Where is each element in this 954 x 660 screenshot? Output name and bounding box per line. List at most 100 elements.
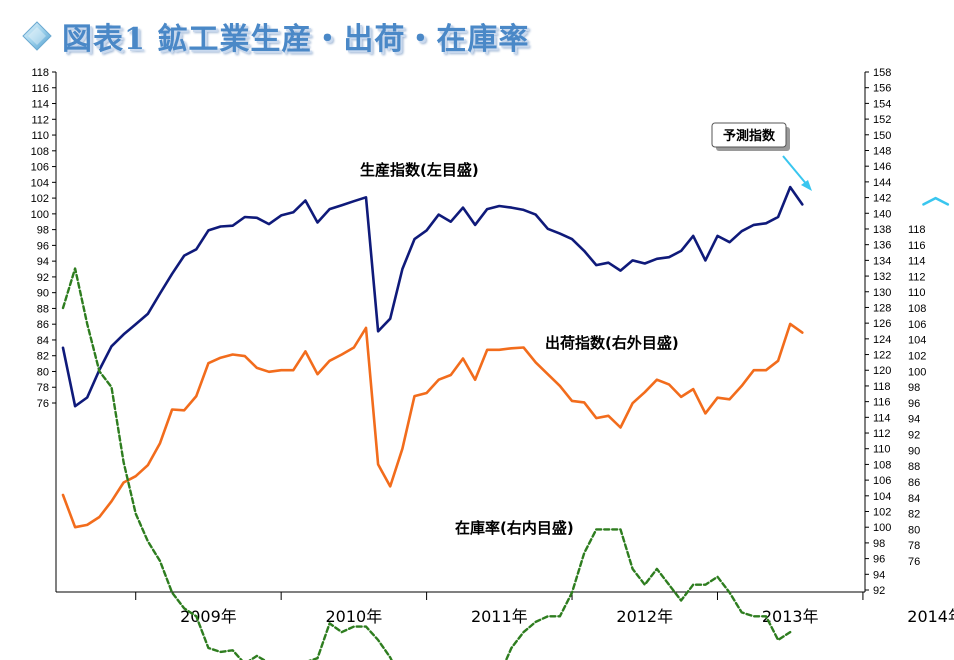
right-outer-tick-label: 104	[873, 491, 891, 503]
x-tick-label: 2010年	[326, 607, 383, 626]
right-outer-tick-label: 122	[873, 350, 891, 362]
left-tick-label: 106	[31, 162, 49, 174]
right-inner-tick-label: 102	[908, 350, 926, 362]
right-inner-tick-label: 90	[908, 445, 920, 457]
left-tick-label: 98	[37, 225, 49, 237]
left-tick-label: 78	[37, 382, 49, 394]
right-outer-tick-label: 150	[873, 130, 891, 142]
left-tick-label: 118	[31, 67, 49, 79]
right-outer-tick-label: 112	[873, 428, 891, 440]
right-outer-tick-label: 144	[873, 177, 891, 189]
left-tick-label: 76	[37, 398, 49, 410]
x-tick-label: 2014年	[907, 607, 954, 626]
right-outer-tick-label: 130	[873, 287, 891, 299]
forecast-callout-arrow	[782, 155, 809, 187]
right-outer-tick-label: 94	[873, 569, 885, 581]
right-inner-tick-label: 78	[908, 540, 920, 552]
right-inner-tick-label: 112	[908, 271, 926, 283]
right-inner-tick-label: 84	[908, 493, 920, 505]
left-tick-label: 108	[31, 146, 49, 158]
left-tick-label: 114	[31, 99, 49, 111]
right-outer-tick-label: 156	[873, 83, 891, 95]
right-outer-tick-label: 118	[873, 381, 891, 393]
production-series-line	[61, 185, 804, 408]
right-inner-tick-label: 82	[908, 509, 920, 521]
right-outer-tick-label: 148	[873, 145, 891, 157]
right-outer-tick-label: 100	[873, 522, 891, 534]
right-inner-tick-label: 108	[908, 303, 926, 315]
right-inner-tick-label: 118	[908, 224, 926, 236]
right-outer-tick-label: 120	[873, 365, 891, 377]
right-outer-tick-label: 108	[873, 459, 891, 471]
inventory-series-label: 在庫率(右内目盛)	[455, 519, 574, 537]
left-tick-label: 104	[31, 177, 49, 189]
left-tick-label: 88	[37, 303, 49, 315]
chart-title: 図表1 鉱工業生産・出荷・在庫率	[62, 22, 530, 57]
right-outer-tick-label: 146	[873, 161, 891, 173]
left-tick-label: 80	[37, 366, 49, 378]
production-series-label: 生産指数(左目盛)	[360, 161, 479, 179]
right-outer-tick-label: 98	[873, 538, 885, 550]
right-outer-tick-label: 126	[873, 318, 891, 330]
x-tick-label: 2012年	[616, 607, 673, 626]
right-outer-tick-label: 134	[873, 255, 891, 267]
right-outer-tick-label: 114	[873, 412, 891, 424]
right-inner-tick-label: 100	[908, 366, 926, 378]
series	[61, 185, 950, 660]
right-inner-tick-label: 88	[908, 461, 920, 473]
x-tick-label: 2013年	[762, 607, 819, 626]
left-axis-ticks: 76 78 80 82 84 86 88 90 92 94 96 98 100 102 104 106 108 1…	[31, 67, 56, 410]
shipments-series-line	[61, 322, 804, 529]
left-tick-label: 84	[37, 335, 49, 347]
right-inner-tick-label: 92	[908, 430, 920, 442]
right-inner-axis-ticks: 76 78 80 82 84 86 88 90 92 94 96 98 100 102 104 106 108 1…	[908, 224, 926, 568]
right-outer-tick-label: 128	[873, 302, 891, 314]
x-axis-ticks: 2009年 2010年 2011年 2012年 2013年 2014年	[135, 592, 954, 626]
right-inner-tick-label: 94	[908, 414, 920, 426]
left-tick-label: 112	[31, 114, 49, 126]
diamond-icon	[22, 21, 52, 51]
right-outer-tick-label: 138	[873, 224, 891, 236]
right-inner-tick-label: 114	[908, 256, 926, 268]
left-tick-label: 92	[37, 272, 49, 284]
left-tick-label: 110	[31, 130, 49, 142]
right-inner-tick-label: 76	[908, 556, 920, 568]
right-outer-tick-label: 154	[873, 98, 891, 110]
forecast-callout-arrowhead	[801, 180, 812, 191]
right-outer-tick-label: 140	[873, 208, 891, 220]
forecast-callout-label: 予測指数	[723, 128, 776, 144]
left-tick-label: 116	[31, 83, 49, 95]
right-outer-tick-label: 106	[873, 475, 891, 487]
right-outer-tick-label: 152	[873, 114, 891, 126]
forecast-callout-box	[711, 122, 787, 148]
left-tick-label: 86	[37, 319, 49, 331]
right-outer-tick-label: 102	[873, 507, 891, 519]
left-tick-label: 94	[37, 256, 49, 268]
x-tick-label: 2011年	[471, 607, 528, 626]
right-outer-tick-label: 124	[873, 334, 891, 346]
x-tick-label: 2009年	[180, 607, 237, 626]
inventory-series-line	[61, 267, 792, 660]
right-inner-tick-label: 86	[908, 477, 920, 489]
right-outer-tick-label: 116	[873, 397, 891, 409]
left-tick-label: 96	[37, 240, 49, 252]
right-outer-tick-label: 132	[873, 271, 891, 283]
left-tick-label: 100	[31, 209, 49, 221]
right-outer-tick-label: 158	[873, 67, 891, 79]
right-inner-tick-label: 80	[908, 524, 920, 536]
right-inner-tick-label: 116	[908, 240, 926, 252]
right-inner-tick-label: 96	[908, 398, 920, 410]
right-outer-tick-label: 110	[873, 444, 891, 456]
right-inner-tick-label: 104	[908, 335, 926, 347]
right-inner-tick-label: 98	[908, 382, 920, 394]
left-tick-label: 102	[31, 193, 49, 205]
shipments-series-label: 出荷指数(右外目盛)	[545, 334, 679, 352]
title-block: 図表1 鉱工業生産・出荷・在庫率	[22, 12, 529, 60]
right-outer-tick-label: 142	[873, 193, 891, 205]
right-inner-tick-label: 106	[908, 319, 926, 331]
forecast-callout: 予測指数	[711, 122, 812, 191]
left-tick-label: 90	[37, 288, 49, 300]
right-outer-tick-label: 92	[873, 585, 885, 597]
left-tick-label: 82	[37, 351, 49, 363]
